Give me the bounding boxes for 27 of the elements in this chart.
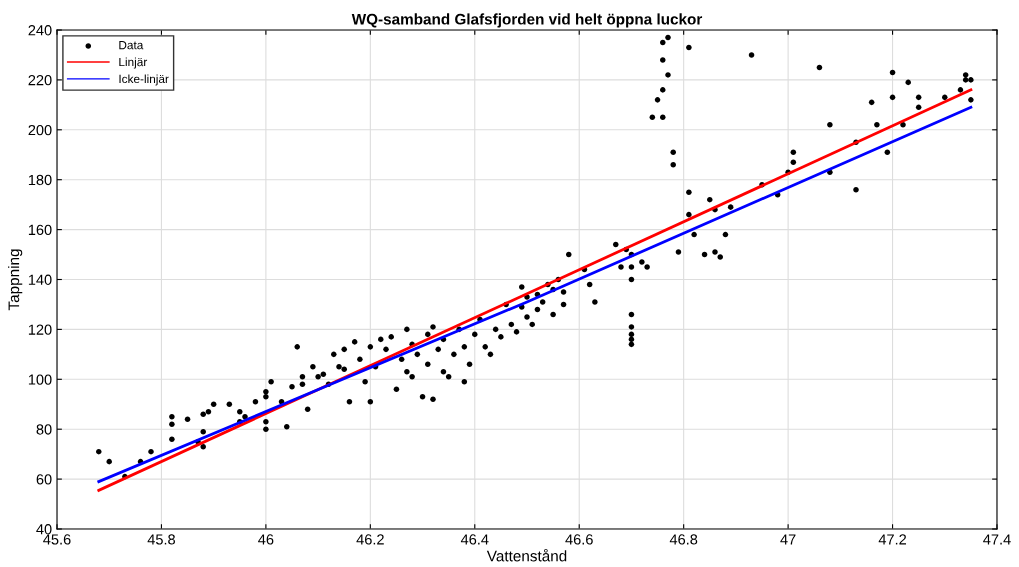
x-tick-label: 47	[780, 534, 796, 545]
x-tick-label: 46.6	[565, 534, 593, 545]
legend-label: Icke-linjär	[119, 74, 169, 86]
y-tick-label: 80	[36, 424, 52, 435]
x-tick-label: 46.8	[669, 534, 698, 545]
legend-label: Linjär	[119, 57, 148, 69]
x-tick-label: 45.6	[43, 534, 71, 545]
x-tick-label: 46	[258, 534, 274, 545]
x-tick-label: 46.4	[460, 534, 489, 545]
x-tick-label: 46.2	[356, 534, 384, 545]
x-tick-label: 45.8	[147, 534, 175, 545]
y-tick-label: 60	[36, 474, 52, 485]
x-tick-label: 47.2	[878, 534, 907, 545]
y-tick-label: 220	[28, 75, 52, 86]
legend-label: Data	[119, 41, 144, 50]
y-tick-label: 200	[28, 124, 52, 136]
x-tick-label: 47.4	[983, 534, 1011, 545]
y-axis-title: Tappning	[8, 249, 23, 311]
y-tick-label: 100	[28, 374, 52, 385]
y-tick-label: 140	[28, 274, 52, 285]
x-axis-title: Vattenstånd	[486, 548, 567, 562]
y-tick-label: 240	[28, 25, 52, 36]
y-tick-label: 120	[28, 324, 52, 335]
y-tick-label: 40	[36, 524, 52, 535]
chart-title: WQ-samband Glafsfjorden vid helt öppna luckor	[351, 13, 703, 28]
y-tick-label: 160	[28, 224, 52, 236]
y-tick-label: 180	[28, 174, 52, 186]
